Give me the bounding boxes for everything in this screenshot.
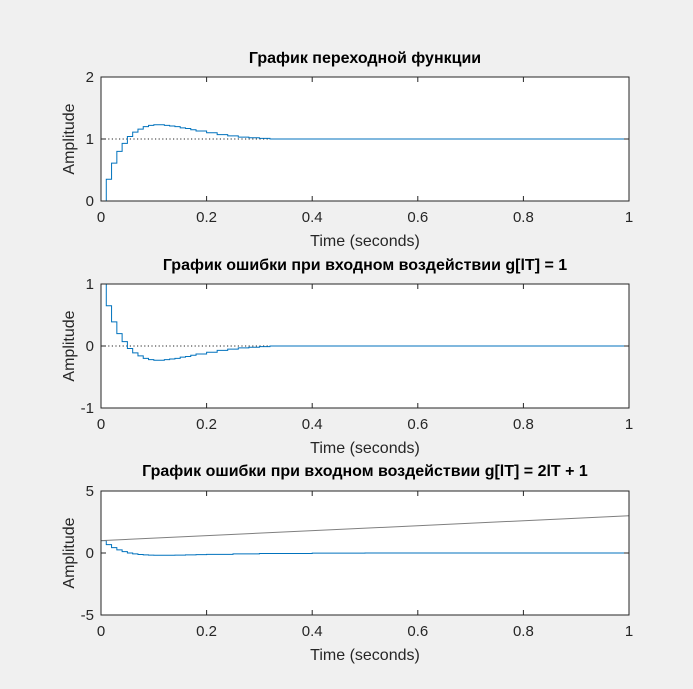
- y-axis-label: Amplitude: [61, 310, 78, 381]
- x-tick-label: 0.4: [302, 209, 323, 226]
- y-axis-label: Amplitude: [61, 103, 78, 174]
- x-tick-label: 0: [97, 416, 105, 433]
- x-tick-label: 0.2: [196, 209, 217, 226]
- chart-title: График переходной функции: [249, 50, 481, 67]
- plot-data-area: [101, 515, 629, 556]
- series-step-line: [101, 284, 629, 361]
- chart-title: График ошибки при входном воздействии g[…: [163, 257, 567, 274]
- series-input-line: [101, 515, 629, 542]
- x-tick-label: 0.2: [196, 623, 217, 640]
- x-tick-label: 0.6: [407, 416, 428, 433]
- x-tick-label: 1: [625, 416, 633, 433]
- y-tick-label: -1: [81, 400, 94, 417]
- y-tick-label: 0: [86, 193, 94, 210]
- x-tick-label: 0.4: [302, 623, 323, 640]
- x-tick-label: 0.8: [513, 623, 534, 640]
- x-tick-label: 0.8: [513, 209, 534, 226]
- y-tick-label: 2: [86, 69, 94, 86]
- chart-title: График ошибки при входном воздействии g[…: [142, 463, 588, 480]
- y-tick-label: -5: [81, 607, 94, 624]
- x-axis-label: Time (seconds): [310, 647, 420, 664]
- x-tick-label: 1: [625, 623, 633, 640]
- plot-data-area: [101, 124, 629, 201]
- x-tick-label: 0: [97, 209, 105, 226]
- x-tick-label: 0.8: [513, 416, 534, 433]
- series-step-line: [101, 540, 629, 556]
- x-axis-label: Time (seconds): [310, 440, 420, 457]
- y-tick-label: 5: [86, 483, 94, 500]
- x-tick-label: 0: [97, 623, 105, 640]
- x-tick-label: 0.6: [407, 623, 428, 640]
- y-axis-label: Amplitude: [61, 517, 78, 588]
- y-tick-label: 0: [86, 338, 94, 355]
- x-tick-label: 1: [625, 209, 633, 226]
- x-tick-label: 0.2: [196, 416, 217, 433]
- y-tick-label: 1: [86, 131, 94, 148]
- plot-data-area: [101, 284, 629, 361]
- y-tick-label: 0: [86, 545, 94, 562]
- x-tick-label: 0.4: [302, 416, 323, 433]
- plot-step-response: 0 0.2 0.4 0.6 0.8 1 0 1 2 График переходной функц…: [61, 50, 633, 250]
- y-tick-label: 1: [86, 276, 94, 293]
- x-tick-label: 0.6: [407, 209, 428, 226]
- x-axis-label: Time (seconds): [310, 233, 420, 250]
- series-step-line: [101, 124, 629, 201]
